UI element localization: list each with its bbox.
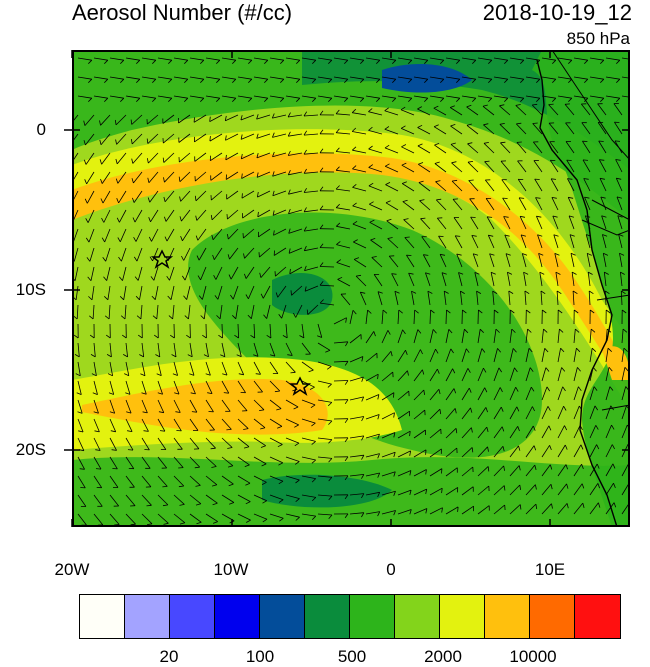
- colorbar-swatch: [395, 595, 440, 638]
- colorbar-swatch: [125, 595, 170, 638]
- lat-label-10s: 10S: [15, 280, 46, 299]
- colorbar-swatch: [305, 595, 350, 638]
- colorbar: [79, 594, 621, 639]
- lon-label-20w: 20W: [54, 560, 90, 579]
- lon-label-0: 0: [386, 560, 396, 579]
- lat-label-20s: 20S: [15, 440, 46, 459]
- lon-label-10e: 10E: [534, 560, 566, 579]
- colorbar-swatch: [260, 595, 305, 638]
- colorbar-label: 10000: [509, 647, 557, 666]
- map-panel: [72, 50, 630, 527]
- colorbar-label: 100: [245, 647, 275, 666]
- colorbar-swatch: [170, 595, 215, 638]
- pressure-level: 850 hPa: [566, 29, 630, 48]
- colorbar-label: 20: [159, 647, 179, 666]
- plot-datetime: 2018-10-19_12: [482, 0, 632, 25]
- aerosol-field: [72, 50, 630, 527]
- colorbar-swatch: [530, 595, 575, 638]
- colorbar-swatch: [440, 595, 485, 638]
- star-marker: [150, 249, 174, 269]
- colorbar-swatch: [350, 595, 395, 638]
- wind-barbs: [72, 57, 630, 526]
- colorbar-label: 2000: [424, 647, 462, 666]
- plot-title: Aerosol Number (#/cc): [72, 0, 293, 25]
- colorbar-swatch: [485, 595, 530, 638]
- lat-label-0: 0: [36, 120, 46, 139]
- lon-label-10w: 10W: [213, 560, 249, 579]
- colorbar-swatch: [215, 595, 260, 638]
- colorbar-swatch: [80, 595, 125, 638]
- colorbar-label: 500: [337, 647, 367, 666]
- colorbar-swatch: [575, 595, 620, 638]
- star-marker: [288, 376, 312, 396]
